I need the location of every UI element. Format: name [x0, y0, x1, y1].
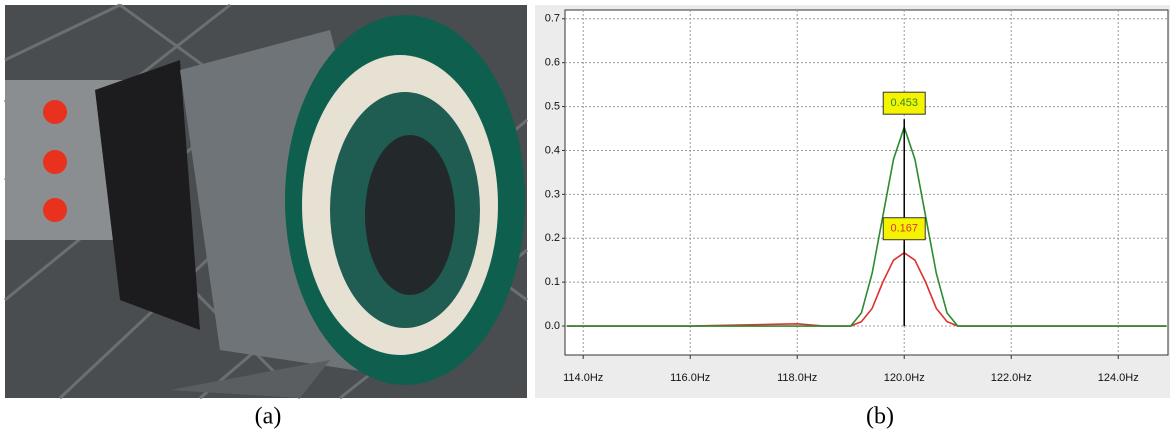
- y-tick-label: 0.7: [545, 13, 560, 25]
- y-tick-label: 0.0: [545, 320, 560, 332]
- x-tick-label: 114.0Hz: [563, 372, 603, 384]
- annotation-box: [882, 91, 926, 115]
- y-tick-label: 0.1: [545, 276, 560, 288]
- annotation-label: 0.167: [890, 223, 918, 235]
- x-tick-label: 122.0Hz: [991, 372, 1032, 384]
- y-tick-label: 0.4: [545, 144, 560, 156]
- x-tick-label: 116.0Hz: [670, 372, 710, 384]
- chart: 0.0 0.1 0.2 0.3 0.4 0.5 0.6 0.7 114.0Hz 116.0Hz 11…: [545, 10, 1168, 384]
- caption: (b): [866, 404, 894, 430]
- x-tick-label: 118.0Hz: [777, 372, 817, 384]
- photo: [3, 3, 528, 400]
- annotation-label: 0.453: [890, 97, 918, 109]
- y-tick-label: 0.5: [545, 100, 560, 112]
- caption: (a): [255, 404, 282, 430]
- x-tick-label: 124.0Hz: [1098, 372, 1139, 384]
- y-tick-label: 0.2: [545, 232, 560, 244]
- annotation-box: [882, 217, 926, 241]
- y-tick-label: 0.3: [545, 188, 560, 200]
- plot-area: [564, 9, 1169, 356]
- y-tick-label: 0.6: [545, 57, 560, 69]
- x-tick-label: 120.0Hz: [884, 372, 925, 384]
- series-line: [567, 124, 1167, 327]
